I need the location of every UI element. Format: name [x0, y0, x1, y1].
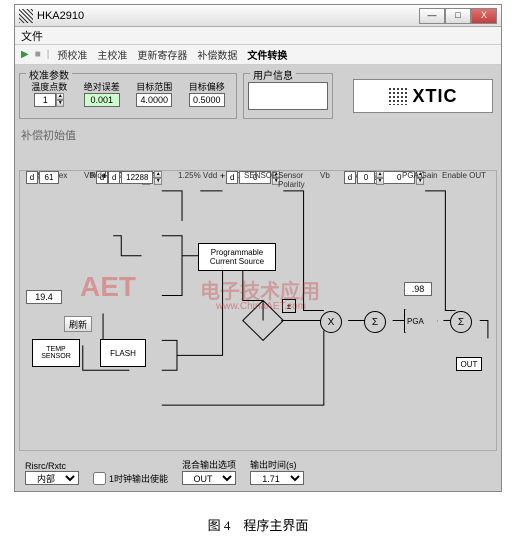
menu-file[interactable]: 文件 [21, 28, 43, 44]
logo-dots-icon [388, 87, 408, 105]
out-time-label: 输出时间(s) [250, 458, 297, 471]
calib-legend: 校准参数 [26, 67, 72, 82]
app-window: HKA2910 — □ X 文件 ▶ ■ | 预校准 主校准 更新寄存器 补偿数… [14, 4, 502, 492]
refresh-button[interactable]: 刷新 [64, 316, 92, 332]
enable-out-label: Enable OUT [442, 171, 486, 180]
vdd-label: 1.25% Vdd [178, 171, 217, 180]
out-box[interactable]: OUT [456, 357, 482, 371]
temp-idx-d[interactable] [26, 171, 38, 184]
sensor-pol-label: Sensor Polarity [278, 171, 312, 189]
pga-idx-d[interactable] [344, 171, 356, 184]
userinfo-group: 用户信息 [243, 73, 333, 119]
menubar: 文件 [15, 27, 501, 45]
play-icon[interactable]: ▶ [21, 49, 29, 60]
figure-caption: 图 4 程序主界面 [0, 515, 516, 534]
pga-gain-label: PGA Gain [402, 171, 438, 180]
tb-maincalib[interactable]: 主校准 [95, 47, 129, 62]
vb-label: Vb [320, 171, 330, 180]
stop-icon[interactable]: ■ [35, 49, 41, 60]
clock-out-checkbox[interactable] [93, 472, 106, 485]
pga-idx-v[interactable] [357, 171, 375, 184]
watermark2: 电子技术应用 [200, 275, 320, 304]
app-icon [19, 9, 33, 23]
maximize-button[interactable]: □ [445, 8, 471, 24]
comp-legend: 补偿初始值 [21, 127, 76, 143]
watermark: AET [80, 271, 136, 303]
offset-v[interactable] [121, 171, 153, 184]
pga-box: PGA [404, 309, 438, 333]
target-offset-input[interactable] [189, 93, 225, 107]
userinfo-input[interactable] [248, 82, 328, 110]
temp-c-input[interactable] [26, 290, 62, 304]
mix-label: 混合输出选项 [182, 458, 236, 471]
sum-node: Σ [364, 311, 386, 333]
temp-idx-v[interactable] [39, 171, 59, 184]
tb-fileconv[interactable]: 文件转换 [245, 47, 289, 62]
temp-pts-input[interactable] [34, 93, 56, 107]
sum2-node: Σ [450, 311, 472, 333]
diagram: Raw Configuration ▲▼ 1.25% Vdd IRO DAC +… [19, 170, 497, 451]
target-range-input[interactable] [136, 93, 172, 107]
sensor-label: SENSOR [244, 171, 278, 180]
logo-box: XTIC [353, 79, 493, 113]
out-time-select[interactable]: 1.71 [250, 471, 304, 485]
logo-text: XTIC [412, 86, 457, 107]
offset-d[interactable] [108, 171, 120, 184]
watermark-url: www.ChinaAET.com [216, 301, 306, 312]
pcs-box: Programmable Current Source [198, 243, 276, 271]
flash-box: FLASH [100, 339, 146, 367]
close-button[interactable]: X [471, 8, 497, 24]
mult-node: X [320, 311, 342, 333]
tb-compdata[interactable]: 补偿数据 [195, 47, 239, 62]
tb-precalib[interactable]: 预校准 [55, 47, 89, 62]
clock-out-label: 1时钟输出使能 [109, 472, 168, 485]
window-title: HKA2910 [37, 10, 419, 22]
rsrc-label: Risrc/Rxtc [25, 461, 66, 471]
mix-select[interactable]: OUT [182, 471, 236, 485]
target-offset-label: 目标偏移 [189, 80, 225, 93]
tb-updatereg[interactable]: 更新寄存器 [135, 47, 189, 62]
abs-err-label: 绝对误差 [84, 80, 120, 93]
userinfo-legend: 用户信息 [250, 67, 296, 82]
tempsensor-box: TEMP SENSOR [32, 339, 80, 367]
content: 校准参数 温度点数▲▼ 绝对误差 目标范围 目标偏移 用户信息 XTIC 补偿初… [15, 65, 501, 491]
calib-group: 校准参数 温度点数▲▼ 绝对误差 目标范围 目标偏移 [19, 73, 237, 119]
abs-err-input[interactable] [84, 93, 120, 107]
rsrc-select[interactable]: 内部 [25, 471, 79, 485]
minimize-button[interactable]: — [419, 8, 445, 24]
toolbar: ▶ ■ | 预校准 主校准 更新寄存器 补偿数据 文件转换 [15, 45, 501, 65]
pga-gain-input[interactable] [404, 282, 432, 296]
iro-d[interactable] [226, 171, 238, 184]
titlebar: HKA2910 — □ X [15, 5, 501, 27]
target-range-label: 目标范围 [136, 80, 172, 93]
